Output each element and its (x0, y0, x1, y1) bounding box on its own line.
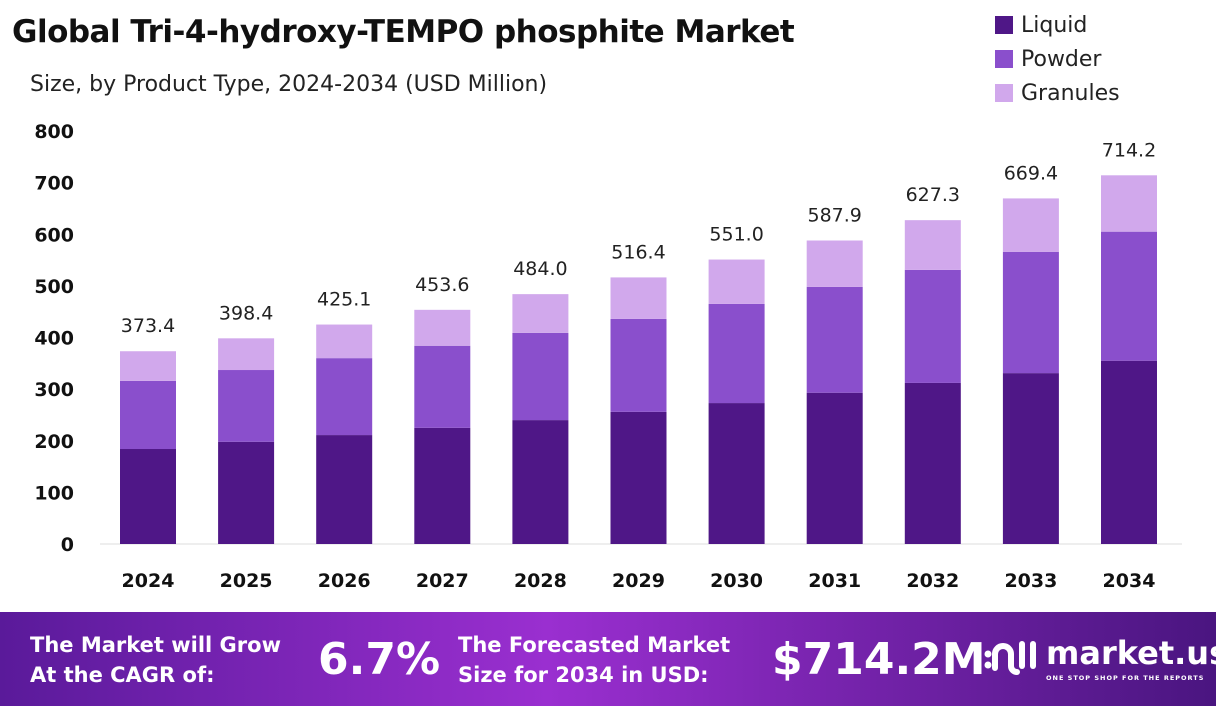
legend-item-powder: Powder (995, 42, 1120, 76)
x-tick-label: 2024 (122, 570, 175, 592)
bar-powder-2031 (806, 286, 863, 393)
bar-powder-2033 (1002, 251, 1059, 374)
logo-name: market.us (1046, 634, 1216, 672)
bar-granules-2032 (904, 220, 961, 270)
bar-liquid-2026 (316, 435, 373, 544)
legend-label: Powder (1021, 46, 1102, 72)
x-tick-label: 2033 (1004, 570, 1057, 592)
y-tick-label: 200 (34, 431, 74, 453)
chart-subtitle: Size, by Product Type, 2024-2034 (USD Mi… (30, 72, 548, 97)
total-data-label: 398.4 (219, 302, 273, 324)
x-tick-label: 2031 (808, 570, 861, 592)
y-tick-label: 100 (34, 482, 74, 504)
x-tick-label: 2028 (514, 570, 567, 592)
y-tick-label: 300 (34, 379, 74, 401)
bar-granules-2031 (806, 240, 863, 287)
bar-powder-2029 (610, 318, 667, 412)
bar-liquid-2032 (904, 382, 961, 544)
bar-granules-2027 (414, 309, 471, 346)
cagr-label: The Market will Grow At the CAGR of: (30, 630, 281, 690)
forecast-value: $714.2M (772, 634, 986, 685)
legend-swatch-granules (995, 84, 1013, 102)
total-data-label: 714.2 (1102, 139, 1156, 161)
footer-banner: The Market will Grow At the CAGR of: 6.7%… (0, 612, 1216, 706)
x-tick-label: 2030 (710, 570, 763, 592)
cagr-label-line1: The Market will Grow (30, 633, 281, 657)
forecast-label: The Forecasted Market Size for 2034 in US… (458, 630, 730, 690)
bar-powder-2025 (218, 370, 275, 442)
total-data-label: 453.6 (415, 274, 469, 296)
y-tick-label: 800 (34, 121, 74, 143)
legend-swatch-liquid (995, 16, 1013, 34)
bar-powder-2034 (1101, 231, 1157, 361)
bar-granules-2028 (512, 294, 569, 333)
total-data-label: 484.0 (513, 258, 567, 280)
legend-item-liquid: Liquid (995, 8, 1120, 42)
bar-granules-2030 (708, 259, 765, 304)
total-data-label: 551.0 (709, 224, 763, 246)
y-tick-label: 500 (34, 276, 74, 298)
total-data-label: 425.1 (317, 289, 371, 311)
bar-liquid-2028 (512, 420, 569, 544)
y-tick-label: 400 (34, 328, 74, 350)
x-tick-label: 2025 (220, 570, 273, 592)
x-tick-label: 2032 (906, 570, 959, 592)
bar-granules-2026 (316, 324, 373, 359)
bar-liquid-2030 (708, 403, 765, 544)
bar-liquid-2029 (610, 411, 667, 544)
forecast-label-line1: The Forecasted Market (458, 633, 731, 657)
total-data-label: 373.4 (121, 315, 175, 337)
bar-liquid-2031 (806, 392, 863, 544)
bar-liquid-2034 (1101, 360, 1157, 544)
chart-title: Global Tri-4-hydroxy-TEMPO phosphite Mar… (12, 14, 795, 50)
legend: Liquid Powder Granules (995, 8, 1120, 110)
bar-granules-2033 (1002, 198, 1059, 252)
legend-item-granules: Granules (995, 76, 1120, 110)
y-tick-label: 600 (34, 224, 74, 246)
logo-tagline: ONE STOP SHOP FOR THE REPORTS (1046, 674, 1205, 682)
bar-liquid-2033 (1002, 373, 1059, 544)
bar-granules-2034 (1101, 175, 1157, 232)
x-tick-label: 2029 (612, 570, 665, 592)
bar-powder-2024 (120, 380, 176, 450)
x-tick-label: 2027 (416, 570, 469, 592)
total-data-label: 669.4 (1004, 162, 1058, 184)
total-data-label: 627.3 (906, 184, 960, 206)
bar-granules-2025 (218, 338, 275, 371)
legend-swatch-powder (995, 50, 1013, 68)
total-data-label: 587.9 (807, 204, 861, 226)
cagr-value: 6.7% (318, 634, 441, 685)
bar-powder-2030 (708, 303, 765, 404)
x-tick-label: 2026 (318, 570, 371, 592)
legend-label: Liquid (1021, 12, 1088, 38)
forecast-label-line2: Size for 2034 in USD: (458, 663, 709, 687)
bar-powder-2026 (316, 358, 373, 436)
total-data-label: 516.4 (611, 241, 665, 263)
bar-liquid-2025 (218, 441, 275, 544)
x-tick-label: 2034 (1103, 570, 1156, 592)
bar-liquid-2027 (414, 427, 471, 544)
bar-liquid-2024 (120, 449, 176, 544)
bar-powder-2032 (904, 269, 961, 383)
y-tick-label: 0 (61, 534, 74, 556)
y-tick-label: 700 (34, 173, 74, 195)
bar-chart: 0 100 200 300 400 500 600 700 800 373.4 2024 398.4 2… (34, 121, 1182, 592)
bar-powder-2028 (512, 332, 569, 421)
bar-powder-2027 (414, 345, 471, 428)
cagr-label-line2: At the CAGR of: (30, 663, 215, 687)
bar-granules-2024 (120, 351, 176, 381)
bar-granules-2029 (610, 277, 667, 319)
market-us-logo-icon (984, 641, 1036, 675)
legend-label: Granules (1021, 80, 1120, 106)
